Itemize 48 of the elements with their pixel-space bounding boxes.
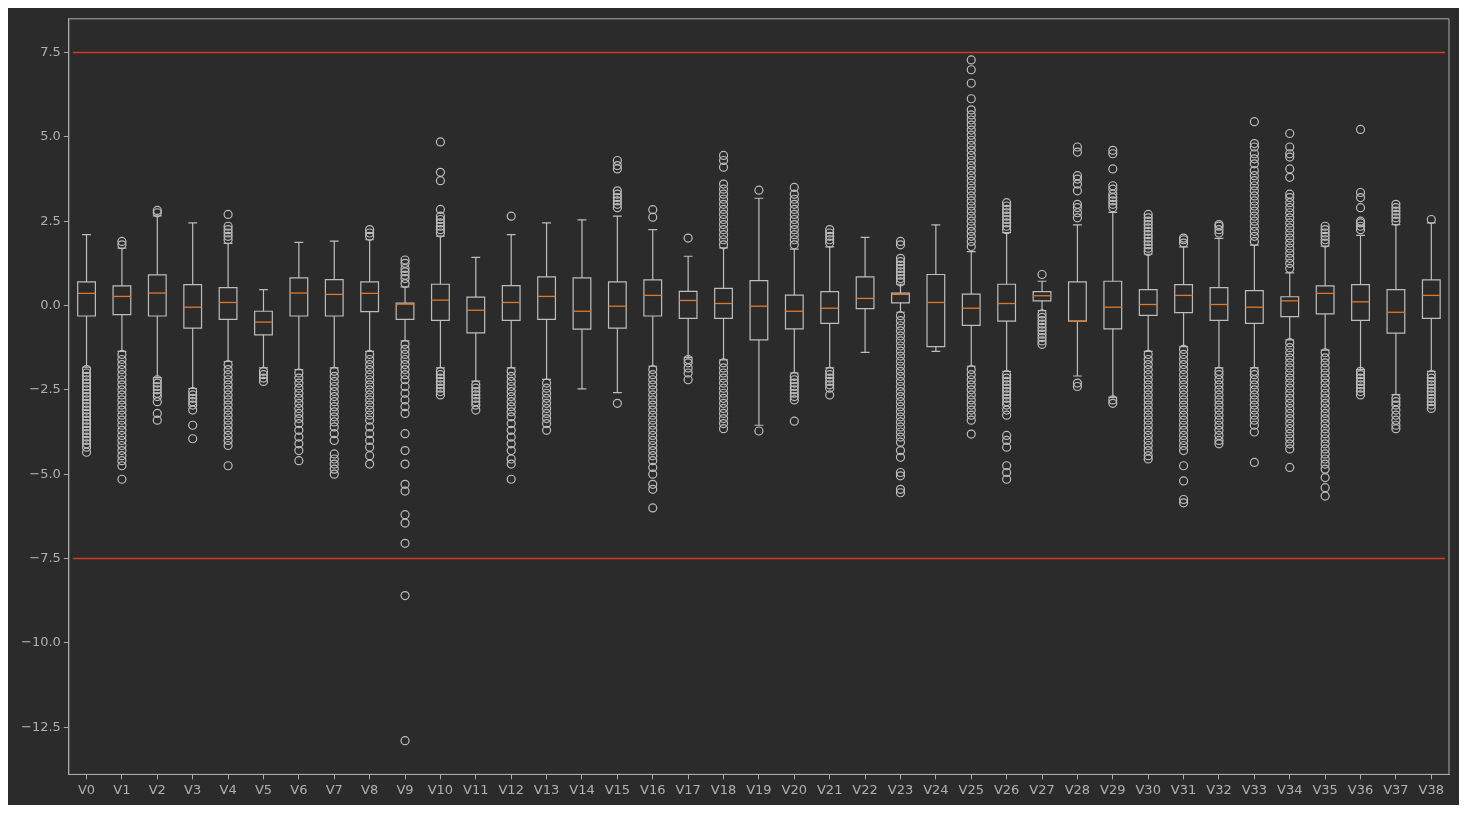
y-tick-label: −2.5 <box>29 381 61 397</box>
x-tick-label: V11 <box>463 781 489 797</box>
x-tick-label: V34 <box>1277 781 1303 797</box>
y-tick-label: 0.0 <box>40 296 61 312</box>
x-tick-label: V9 <box>396 781 414 797</box>
x-tick-label: V2 <box>148 781 166 797</box>
x-tick-label: V7 <box>325 781 343 797</box>
x-tick-label: V20 <box>781 781 808 797</box>
x-tick-label: V1 <box>113 781 131 797</box>
x-tick-label: V24 <box>923 781 949 797</box>
x-tick-label: V13 <box>533 781 560 797</box>
x-tick-label: V6 <box>290 781 308 797</box>
x-tick-label: V14 <box>569 781 595 797</box>
x-tick-label: V19 <box>746 781 772 797</box>
x-tick-label: V28 <box>1064 781 1091 797</box>
x-tick-label: V25 <box>958 781 984 797</box>
x-tick-label: V4 <box>219 781 237 797</box>
x-tick-label: V22 <box>852 781 878 797</box>
y-tick-label: −7.5 <box>29 549 61 565</box>
y-tick-label: 5.0 <box>40 128 61 144</box>
x-tick-label: V29 <box>1100 781 1126 797</box>
y-tick-label: −10.0 <box>20 634 61 650</box>
y-tick-label: 2.5 <box>40 212 61 228</box>
x-tick-label: V18 <box>710 781 737 797</box>
y-tick-label: 7.5 <box>40 43 61 59</box>
x-tick-label: V37 <box>1383 781 1409 797</box>
x-tick-label: V38 <box>1418 781 1445 797</box>
x-tick-label: V26 <box>993 781 1020 797</box>
x-tick-label: V33 <box>1241 781 1268 797</box>
x-tick-label: V5 <box>254 781 273 797</box>
x-tick-label: V27 <box>1029 781 1055 797</box>
y-tick-label: −5.0 <box>29 465 61 481</box>
x-tick-label: V12 <box>498 781 524 797</box>
x-tick-label: V3 <box>184 781 202 797</box>
x-tick-label: V35 <box>1312 781 1338 797</box>
x-tick-label: V8 <box>361 781 379 797</box>
x-tick-label: V17 <box>675 781 701 797</box>
x-tick-label: V30 <box>1135 781 1161 797</box>
x-tick-label: V15 <box>604 781 631 797</box>
x-tick-label: V23 <box>887 781 914 797</box>
y-tick-label: −12.5 <box>20 718 61 734</box>
x-tick-label: V31 <box>1170 781 1197 797</box>
x-tick-label: V32 <box>1206 781 1232 797</box>
x-tick-label: V21 <box>816 781 843 797</box>
x-tick-label: V0 <box>77 781 96 797</box>
x-tick-label: V16 <box>640 781 666 797</box>
x-tick-label: V10 <box>427 781 454 797</box>
x-tick-label: V36 <box>1347 781 1374 797</box>
